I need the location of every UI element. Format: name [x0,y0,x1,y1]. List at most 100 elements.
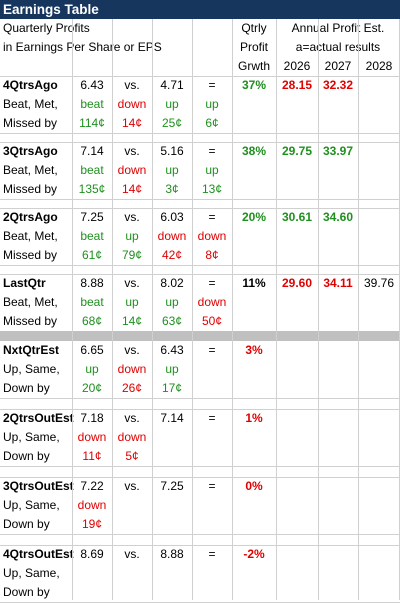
estimate-name: NxtQtrEst [3,343,60,357]
gridline-vertical [358,19,359,600]
amount-value: 8¢ [205,248,219,262]
amount-label: Down by [3,585,50,599]
growth-pct: 1% [245,411,263,425]
result-word [152,496,192,515]
quarter-name: LastQtr [3,276,46,290]
amount-label: Missed by [3,182,58,196]
amount-value: 13¢ [201,182,223,196]
amount-value [112,515,152,534]
result-word: up [165,295,179,309]
result-word: up [205,97,219,111]
gridline-horizontal [0,208,400,209]
amount-label: Down by [3,381,50,395]
gridline-vertical [232,19,233,600]
sheet-title: Earnings Table [0,0,400,19]
annual-estimate: 32.32 [322,78,354,92]
quarter-name: 4QtrsAgo [3,78,58,92]
equals-sign: = [208,276,216,290]
amount-label: Missed by [3,116,58,130]
amount-value: 14¢ [121,116,143,130]
annual-estimate: 33.97 [322,144,354,158]
amount-value [112,583,152,602]
annual-estimate: 30.61 [281,210,313,224]
amount-label: Down by [3,517,50,531]
vs-label: vs. [124,144,140,158]
annual-estimate: 29.75 [281,144,313,158]
result-word: beat [80,97,104,111]
result-word: down [77,430,107,444]
vs-label: vs. [124,547,140,561]
growth-pct: 3% [245,343,263,357]
result-word: down [77,498,107,512]
estimate-name: 3QtrsOutEst [3,479,74,493]
prior-eps-value: 7.25 [160,479,184,493]
gridline-vertical [72,19,73,600]
result-label: Beat, Met, [3,97,58,111]
gridline-horizontal [0,274,400,275]
amount-value: 63¢ [161,314,183,328]
result-word: beat [80,229,104,243]
amount-value: 5¢ [125,449,139,463]
amount-value: 42¢ [161,248,183,262]
equals-sign: = [208,411,216,425]
vs-label: vs. [124,78,140,92]
annual-estimate: 28.15 [281,78,313,92]
growth-pct: 0% [245,479,263,493]
amount-value: 26¢ [121,381,143,395]
estimate-name: 4QtrsOutEst [3,547,74,561]
amount-label: Missed by [3,314,58,328]
header-line-2: in Earnings Per Share or EPS [3,40,162,54]
eps-value: 7.14 [80,144,104,158]
result-word: up [165,362,179,376]
result-label: Up, Same, [3,362,60,376]
growth-pct: 11% [242,276,266,290]
gridline-vertical [318,19,319,600]
amount-value [152,583,192,602]
result-word: down [157,229,187,243]
annual-estimate [358,142,400,161]
eps-estimate: 6.65 [80,343,104,357]
quarter-name: 2QtrsAgo [3,210,58,224]
quarter-name: 3QtrsAgo [3,144,58,158]
eps-value: 8.88 [80,276,104,290]
amount-value [152,447,192,466]
gridline-horizontal [0,142,400,143]
gridline-vertical [276,19,277,600]
result-word: up [205,163,219,177]
prior-eps-value: 8.88 [160,547,184,561]
equals-sign: = [208,78,216,92]
estimate-name: 2QtrsOutEst [3,411,74,425]
amount-value: 61¢ [81,248,103,262]
gridline-horizontal [0,466,400,467]
result-word [152,428,192,447]
prior-eps-value: 7.14 [160,411,184,425]
equals-sign: = [208,547,216,561]
amount-value [152,515,192,534]
prior-eps-value: 4.71 [160,78,184,92]
prior-eps-value: 5.16 [160,144,184,158]
growth-pct: 38% [241,144,267,158]
gridline-horizontal [0,534,400,535]
result-label: Up, Same, [3,430,60,444]
amount-label: Missed by [3,248,58,262]
amount-value: 11¢ [82,449,102,463]
amount-value: 25¢ [161,116,183,130]
header-annual-label: Annual Profit Est. [291,21,385,35]
equals-sign: = [208,479,216,493]
result-word: down [117,163,147,177]
eps-estimate: 7.22 [80,479,104,493]
header-actual-note: a=actual results [295,40,381,54]
result-word: down [117,430,147,444]
vs-label: vs. [124,411,140,425]
result-word: down [197,295,227,309]
prior-eps-value: 6.03 [160,210,184,224]
amount-value [72,583,112,602]
result-word: down [117,97,147,111]
equals-sign: = [208,210,216,224]
annual-estimate: 39.76 [363,276,395,290]
eps-estimate: 8.69 [80,547,104,561]
amount-value: 68¢ [81,314,103,328]
growth-pct: 37% [241,78,267,92]
gridline-horizontal [0,545,400,546]
vs-label: vs. [124,276,140,290]
